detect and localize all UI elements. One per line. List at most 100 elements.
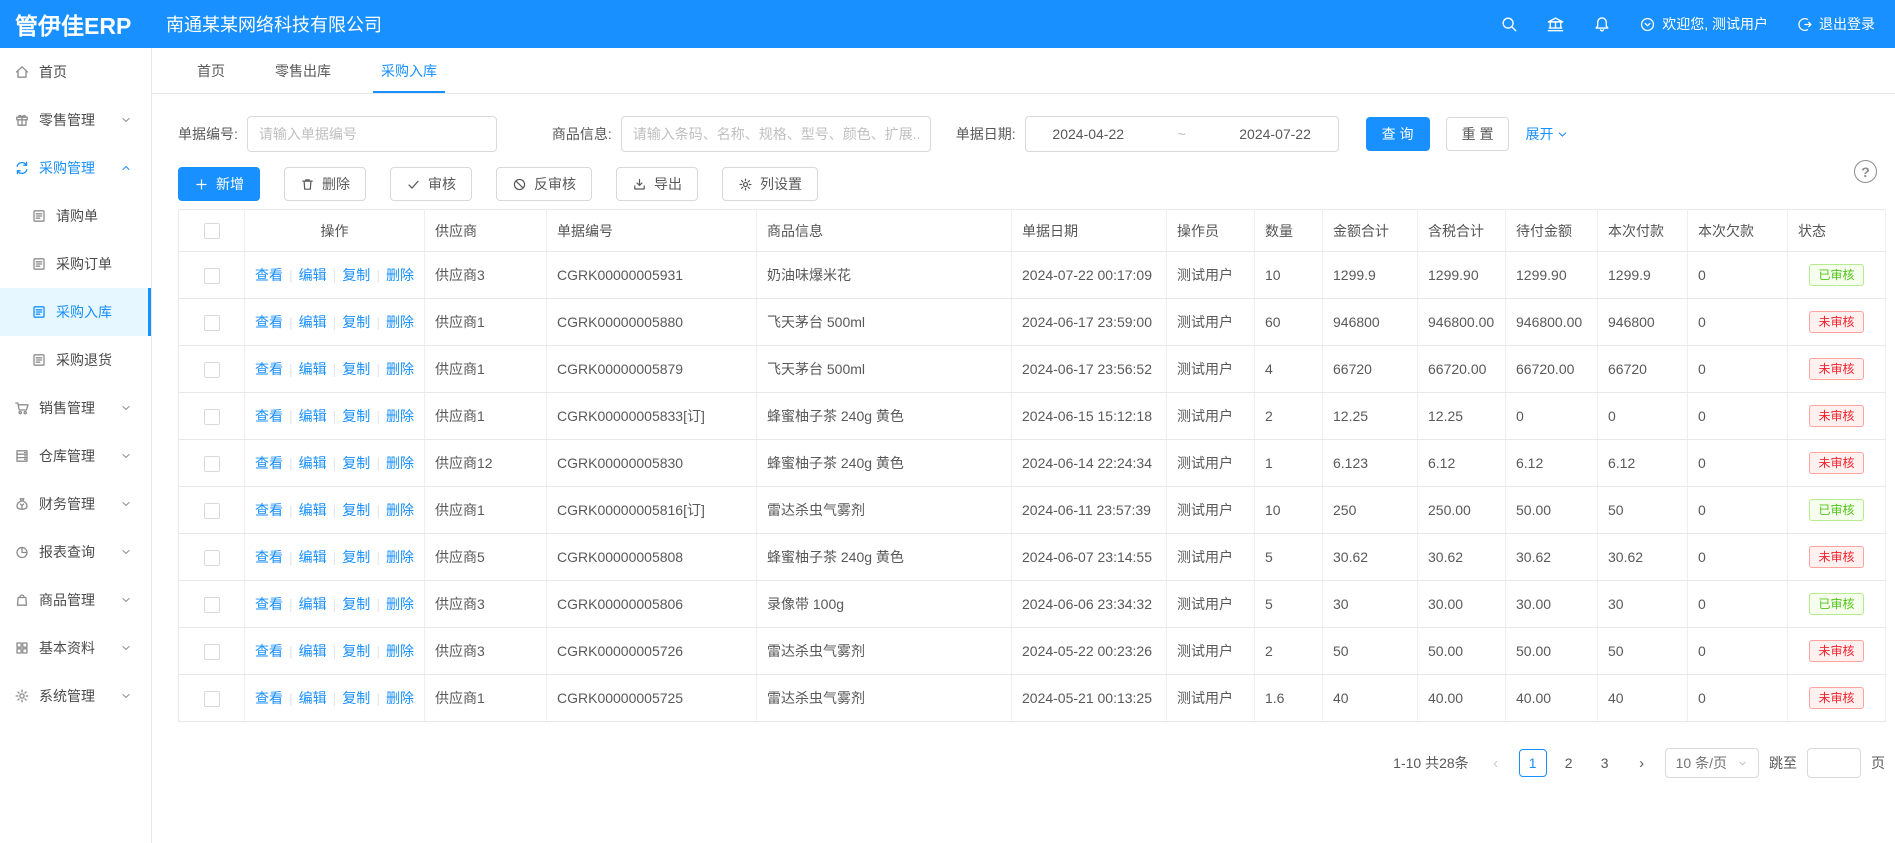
date-from[interactable]: 2024-04-22 (1052, 126, 1125, 142)
next-page-button[interactable]: › (1639, 754, 1645, 772)
sidebar-item-2[interactable]: 采购管理 (0, 144, 151, 192)
action-link-3[interactable]: 删除 (385, 549, 414, 565)
action-link-0[interactable]: 查看 (255, 267, 284, 283)
page-button-1[interactable]: 1 (1518, 749, 1547, 777)
row-checkbox[interactable] (203, 408, 220, 425)
expand-link[interactable]: 展开 (1525, 124, 1569, 144)
toolbar-button-3[interactable]: 反审核 (496, 167, 592, 201)
tabbar: 首页 零售出库 采购入库 (152, 48, 1895, 94)
page-button-3[interactable]: 3 (1600, 755, 1609, 771)
action-link-3[interactable]: 删除 (385, 408, 414, 424)
date-range-picker[interactable]: 2024-04-22 ~ 2024-07-22 (1024, 116, 1339, 152)
sidebar-item-10[interactable]: 报表查询 (0, 528, 151, 576)
sidebar-item-5[interactable]: 采购入库 (0, 288, 151, 336)
action-link-0[interactable]: 查看 (255, 408, 284, 424)
toolbar-button-4[interactable]: 导出 (616, 167, 698, 201)
sidebar-item-7[interactable]: 销售管理 (0, 384, 151, 432)
action-link-1[interactable]: 编辑 (298, 267, 327, 283)
action-link-2[interactable]: 复制 (342, 267, 371, 283)
sidebar-item-1[interactable]: 零售管理 (0, 96, 151, 144)
sidebar-item-4[interactable]: 采购订单 (0, 240, 151, 288)
sidebar-item-9[interactable]: 财务管理 (0, 480, 151, 528)
bank-icon[interactable] (1546, 15, 1565, 34)
action-link-2[interactable]: 复制 (342, 643, 371, 659)
sidebar-item-6[interactable]: 采购退货 (0, 336, 151, 384)
action-link-0[interactable]: 查看 (255, 361, 284, 377)
toolbar-button-label: 列设置 (760, 176, 802, 192)
column-header: 状态 (1787, 209, 1886, 252)
sidebar-item-11[interactable]: 商品管理 (0, 576, 151, 624)
row-checkbox[interactable] (203, 267, 220, 284)
date-to[interactable]: 2024-07-22 (1239, 126, 1311, 142)
toolbar-button-5[interactable]: 列设置 (722, 167, 818, 201)
action-link-2[interactable]: 复制 (342, 502, 371, 518)
action-link-3[interactable]: 删除 (385, 267, 414, 283)
action-link-1[interactable]: 编辑 (298, 314, 327, 330)
action-link-1[interactable]: 编辑 (298, 596, 327, 612)
row-checkbox[interactable] (203, 643, 220, 660)
page-button-2[interactable]: 2 (1564, 755, 1573, 771)
sidebar-item-13[interactable]: 系统管理 (0, 672, 151, 720)
logout-button[interactable]: 退出登录 (1796, 14, 1875, 34)
page-size-select[interactable]: 10 条/页 (1664, 748, 1759, 778)
action-link-2[interactable]: 复制 (342, 455, 371, 471)
action-link-2[interactable]: 复制 (342, 408, 371, 424)
action-link-2[interactable]: 复制 (342, 690, 371, 706)
action-link-0[interactable]: 查看 (255, 549, 284, 565)
row-checkbox[interactable] (203, 314, 220, 331)
action-link-0[interactable]: 查看 (255, 502, 284, 518)
help-icon[interactable]: ? (1854, 160, 1877, 183)
action-link-1[interactable]: 编辑 (298, 361, 327, 377)
action-link-3[interactable]: 删除 (385, 502, 414, 518)
cell-supplier: 供应商12 (424, 439, 547, 487)
prev-page-button[interactable]: ‹ (1493, 754, 1499, 772)
toolbar-button-0[interactable]: 新增 (178, 167, 260, 201)
sidebar-item-3[interactable]: 请购单 (0, 192, 151, 240)
action-link-2[interactable]: 复制 (342, 596, 371, 612)
action-link-1[interactable]: 编辑 (298, 643, 327, 659)
order-no-input[interactable] (246, 116, 497, 152)
search-button[interactable]: 查 询 (1365, 117, 1430, 151)
action-link-0[interactable]: 查看 (255, 643, 284, 659)
user-menu[interactable]: 欢迎您, 测试用户 (1639, 14, 1768, 34)
row-checkbox[interactable] (203, 502, 220, 519)
jump-page-input[interactable] (1807, 748, 1861, 778)
row-checkbox[interactable] (203, 455, 220, 472)
product-info-input[interactable] (620, 116, 931, 152)
action-link-2[interactable]: 复制 (342, 314, 371, 330)
action-link-1[interactable]: 编辑 (298, 455, 327, 471)
sidebar-item-0[interactable]: 首页 (0, 48, 151, 96)
toolbar-button-1[interactable]: 删除 (284, 167, 366, 201)
action-link-3[interactable]: 删除 (385, 361, 414, 377)
row-checkbox[interactable] (203, 549, 220, 566)
action-link-0[interactable]: 查看 (255, 596, 284, 612)
action-link-1[interactable]: 编辑 (298, 690, 327, 706)
row-checkbox[interactable] (203, 690, 220, 707)
action-link-0[interactable]: 查看 (255, 314, 284, 330)
action-link-3[interactable]: 删除 (385, 455, 414, 471)
action-link-0[interactable]: 查看 (255, 690, 284, 706)
select-all-checkbox[interactable] (203, 223, 220, 240)
tab-2[interactable]: 采购入库 (356, 48, 462, 93)
action-link-3[interactable]: 删除 (385, 314, 414, 330)
tab-0[interactable]: 首页 (172, 48, 250, 93)
action-link-2[interactable]: 复制 (342, 361, 371, 377)
action-link-1[interactable]: 编辑 (298, 549, 327, 565)
reset-button[interactable]: 重 置 (1445, 117, 1510, 151)
action-divider: | (289, 455, 293, 471)
action-link-3[interactable]: 删除 (385, 690, 414, 706)
action-link-1[interactable]: 编辑 (298, 502, 327, 518)
toolbar-button-2[interactable]: 审核 (390, 167, 472, 201)
sidebar-item-12[interactable]: 基本资料 (0, 624, 151, 672)
action-link-0[interactable]: 查看 (255, 455, 284, 471)
sidebar-item-8[interactable]: 仓库管理 (0, 432, 151, 480)
action-link-2[interactable]: 复制 (342, 549, 371, 565)
search-icon[interactable] (1500, 15, 1518, 33)
action-link-1[interactable]: 编辑 (298, 408, 327, 424)
row-checkbox[interactable] (203, 361, 220, 378)
action-link-3[interactable]: 删除 (385, 596, 414, 612)
action-link-3[interactable]: 删除 (385, 643, 414, 659)
row-checkbox[interactable] (203, 596, 220, 613)
tab-1[interactable]: 零售出库 (250, 48, 356, 93)
bell-icon[interactable] (1593, 15, 1611, 33)
